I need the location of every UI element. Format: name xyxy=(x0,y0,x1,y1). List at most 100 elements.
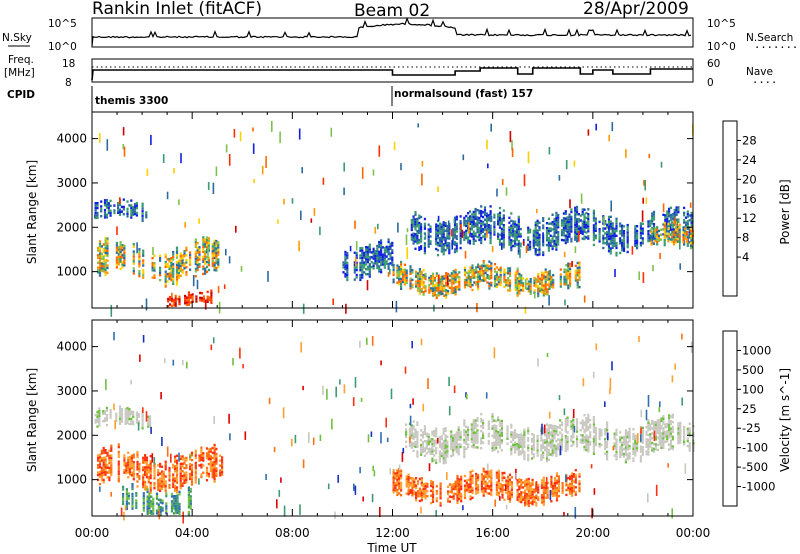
echo-cell xyxy=(207,458,210,461)
echo-cell xyxy=(172,499,175,503)
echo-cell xyxy=(592,445,595,448)
echo-cell xyxy=(444,446,447,449)
nsky-right-tick-top: 10^5 xyxy=(707,18,736,30)
echo-cell xyxy=(475,283,478,286)
echo-cell xyxy=(536,253,539,257)
echo-cell xyxy=(372,247,375,251)
echo-cell xyxy=(560,436,564,439)
echo-cell xyxy=(458,495,461,498)
echo-cell xyxy=(484,264,487,267)
echo-cell xyxy=(96,214,99,217)
echo-cell xyxy=(387,250,390,253)
echo-cell xyxy=(547,229,550,233)
echo-cell xyxy=(403,268,406,271)
echo-cell xyxy=(454,480,457,483)
echo-cell xyxy=(130,209,133,212)
echo-cell xyxy=(549,222,552,225)
echo-cell xyxy=(520,276,523,280)
echo-cell xyxy=(159,498,162,502)
echo-cell xyxy=(533,289,536,292)
echo-speckle xyxy=(679,237,681,250)
echo-cell xyxy=(532,438,535,442)
echo-cell xyxy=(518,292,521,295)
echo-cell xyxy=(159,278,162,282)
echo-cell xyxy=(508,493,512,496)
echo-cell xyxy=(150,512,153,515)
echo-cell xyxy=(162,478,165,481)
echo-cell xyxy=(175,246,179,249)
echo-cell xyxy=(376,254,379,257)
echo-cell xyxy=(422,291,425,294)
echo-cell xyxy=(412,239,415,243)
echo-cell xyxy=(196,263,199,267)
echo-cell xyxy=(484,470,487,474)
echo-cell xyxy=(431,483,435,486)
echo-cell xyxy=(475,271,478,274)
echo-cell xyxy=(411,477,414,480)
echo-cell xyxy=(477,263,480,266)
echo-cell xyxy=(581,237,584,240)
echo-cell xyxy=(594,434,597,437)
echo-cell xyxy=(97,256,100,259)
echo-cell xyxy=(200,458,203,462)
echo-cell xyxy=(202,272,205,276)
echo-cell xyxy=(572,443,575,446)
echo-cell xyxy=(438,237,441,240)
echo-cell xyxy=(470,232,473,236)
echo-cell xyxy=(542,476,545,479)
echo-cell xyxy=(477,273,480,276)
echo-cell xyxy=(454,293,457,296)
echo-cell xyxy=(621,231,624,235)
echo-cell xyxy=(497,486,500,490)
echo-cell xyxy=(407,488,410,491)
echo-cell xyxy=(505,491,508,494)
echo-cell xyxy=(447,485,450,488)
echo-cell xyxy=(560,233,564,237)
echo-cell xyxy=(456,474,459,478)
echo-cell xyxy=(196,251,199,254)
echo-cell xyxy=(153,266,156,270)
echo-cell xyxy=(546,273,549,277)
echo-cell xyxy=(470,440,473,443)
echo-cell xyxy=(518,280,521,283)
echo-cell xyxy=(594,229,597,232)
echo-cell xyxy=(615,224,618,228)
echo-cell xyxy=(106,247,109,250)
echo-cell xyxy=(207,268,210,272)
echo-speckle xyxy=(349,245,352,252)
echo-cell xyxy=(508,500,512,503)
echo-cell xyxy=(124,408,127,411)
echo-cell xyxy=(398,265,401,269)
echo-cell xyxy=(160,477,164,481)
echo-cell xyxy=(465,234,468,237)
echo-cell xyxy=(532,446,535,449)
echo-cell xyxy=(575,437,579,441)
echo-cell xyxy=(527,494,530,498)
echo-cell xyxy=(500,218,503,221)
echo-cell xyxy=(132,262,135,265)
echo-cell xyxy=(187,303,190,306)
echo-cell xyxy=(542,284,545,287)
echo-cell xyxy=(445,289,448,292)
echo-cell xyxy=(102,464,105,467)
echo-cell xyxy=(488,470,491,473)
echo-cell xyxy=(592,212,595,215)
echo-cell xyxy=(365,260,368,264)
echo-cell xyxy=(501,484,504,487)
echo-cell xyxy=(516,491,519,494)
echo-cell xyxy=(178,493,181,496)
echo-cell xyxy=(420,273,423,276)
echo-cell xyxy=(520,288,523,292)
echo-cell xyxy=(592,209,595,212)
echo-cell xyxy=(557,443,560,446)
echo-cell xyxy=(575,237,579,240)
echo-cell xyxy=(568,218,571,221)
echo-cell xyxy=(510,229,513,232)
echo-cell xyxy=(361,276,364,279)
echo-cell xyxy=(503,498,506,501)
echo-cell xyxy=(445,284,448,287)
echo-cell xyxy=(454,278,457,281)
echo-cell xyxy=(538,226,541,229)
echo-cell xyxy=(100,252,103,255)
echo-cell xyxy=(611,224,614,228)
